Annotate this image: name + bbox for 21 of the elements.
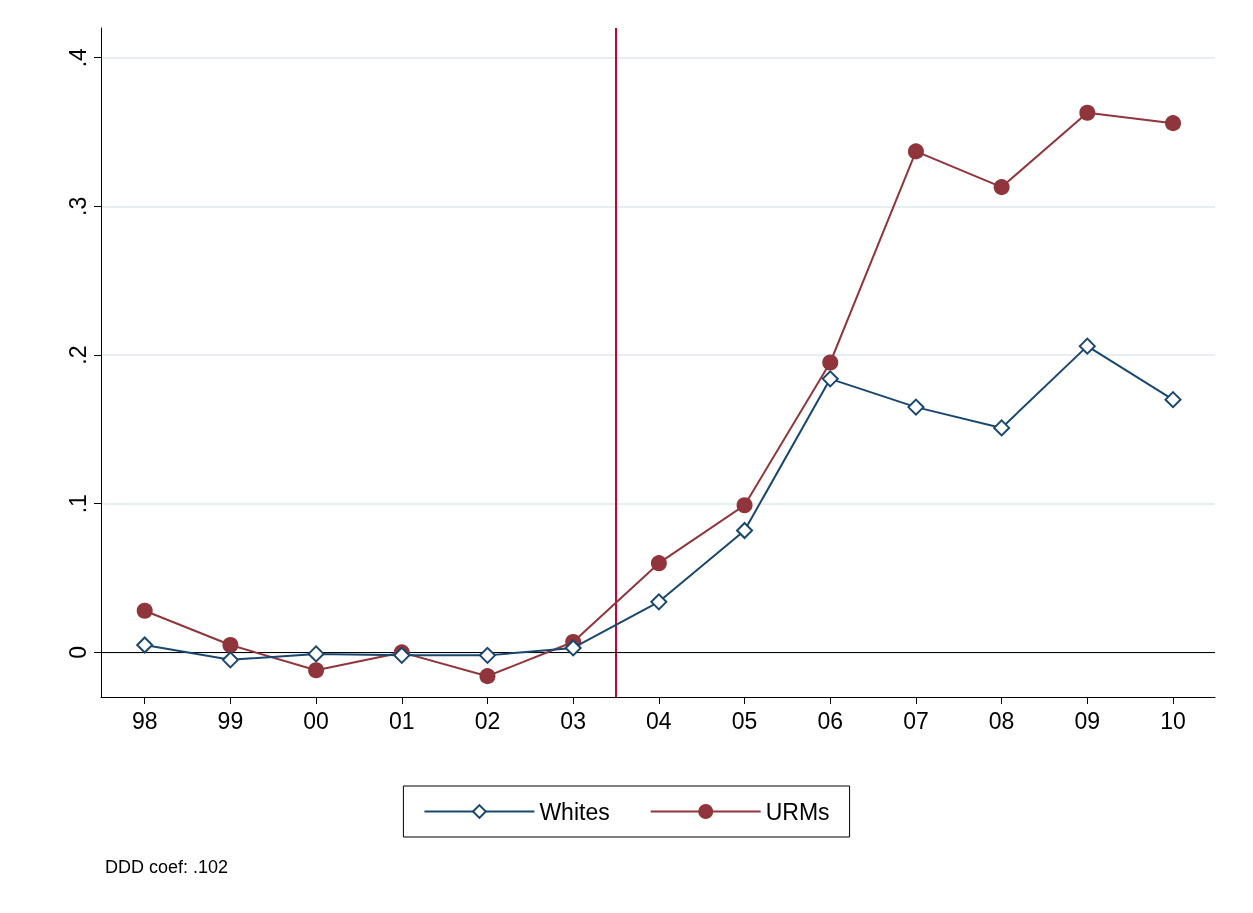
y-tick-label: .3	[64, 196, 91, 216]
x-tick-label: 98	[131, 707, 158, 734]
x-tick-label: 03	[560, 707, 586, 734]
x-tick-label: 09	[1074, 707, 1101, 734]
x-tick-label: 05	[731, 707, 758, 734]
y-tick-label: .2	[64, 345, 91, 365]
text: DDD coef: .102	[105, 857, 229, 877]
x-tick-label: 04	[646, 707, 672, 734]
x-tick-label: 07	[903, 707, 929, 734]
x-tick-label: 99	[217, 707, 244, 734]
legend-label: Whites	[539, 798, 610, 825]
x-tick-label: 02	[474, 707, 501, 734]
y-tick-label: .4	[64, 47, 91, 68]
y-tick-label: .1	[64, 494, 91, 514]
x-tick-label: 00	[303, 707, 329, 734]
legend-label: URMs	[765, 798, 830, 825]
x-tick-label: 10	[1160, 707, 1186, 734]
x-tick-label: 08	[988, 707, 1015, 734]
x-tick-label: 01	[388, 707, 415, 734]
y-tick-label: 0	[64, 646, 91, 659]
x-tick-label: 06	[817, 707, 844, 734]
